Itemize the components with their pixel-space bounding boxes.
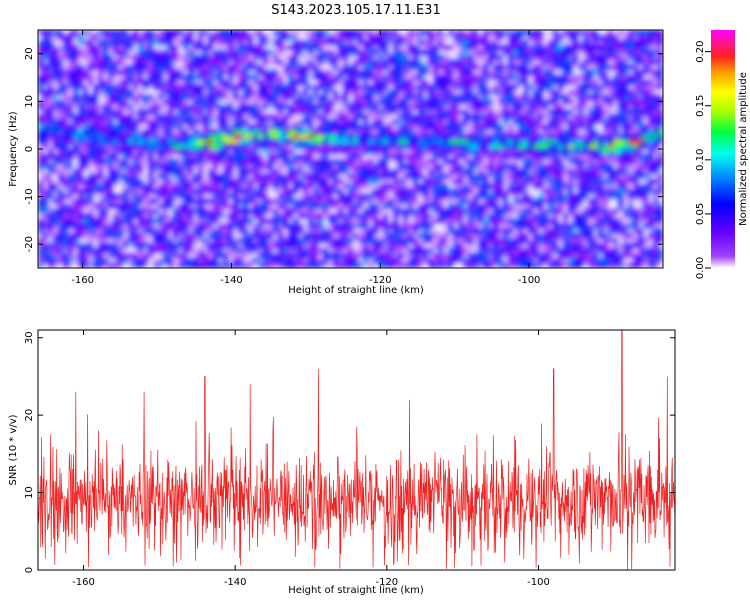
- y-tick-label: -10: [24, 188, 35, 204]
- x-tick-label: -140: [224, 577, 247, 588]
- x-tick-label: -140: [220, 275, 243, 286]
- spectrogram-x-ticks: -160 -140 -120 -100: [71, 30, 540, 286]
- y-tick-label: 30: [24, 331, 35, 344]
- y-tick-label: 10: [24, 486, 35, 499]
- y-tick-label: 20: [24, 47, 35, 60]
- x-tick-label: -160: [71, 275, 94, 286]
- colorbar-tick-label: 0.10: [695, 149, 706, 171]
- y-tick-label: 0: [24, 146, 35, 152]
- y-tick-label: 20: [24, 409, 35, 422]
- colorbar-gradient: [711, 30, 735, 268]
- spectrogram-y-label: Frequency (Hz): [8, 111, 19, 187]
- y-tick-label: 0: [24, 567, 35, 573]
- colorbar-tick-label: 0.20: [695, 41, 706, 63]
- colorbar-label: Normalized spectral amplitude: [738, 72, 749, 226]
- x-tick-label: -100: [518, 275, 541, 286]
- x-tick-label: -120: [375, 577, 398, 588]
- snr-x-label: Height of straight line (km): [288, 585, 424, 596]
- colorbar-tick-label: 0.00: [695, 257, 706, 279]
- colorbar-tick-label: 0.05: [695, 203, 706, 225]
- x-tick-label: -120: [369, 275, 392, 286]
- colorbar-tick-label: 0.15: [695, 95, 706, 117]
- snr-panel: -160 -140 -120 -100 0 10 20 30 Height of strai…: [8, 329, 676, 596]
- y-tick-label: 10: [24, 95, 35, 108]
- colorbar-ticks: 0.00 0.05 0.10 0.15 0.20: [695, 41, 711, 279]
- spectrogram-x-label: Height of straight line (km): [288, 285, 424, 296]
- spectrogram-y-ticks: -20 -10 0 10 20: [24, 47, 663, 252]
- y-tick-label: -20: [24, 236, 35, 252]
- figure-title: S143.2023.105.17.11.E31: [271, 3, 440, 18]
- x-tick-label: -160: [72, 577, 95, 588]
- snr-y-ticks: 0 10 20 30: [24, 331, 675, 573]
- snr-x-ticks: -160 -140 -120 -100: [72, 330, 550, 588]
- snr-frame: [37, 329, 676, 571]
- snr-series-line: [38, 330, 675, 570]
- colorbar: 0.00 0.05 0.10 0.15 0.20 Normalized spectral…: [695, 30, 749, 279]
- spectrogram-heatmap: [38, 30, 663, 268]
- x-tick-label: -100: [527, 577, 550, 588]
- snr-y-label: SNR (10 * v/v): [8, 414, 19, 485]
